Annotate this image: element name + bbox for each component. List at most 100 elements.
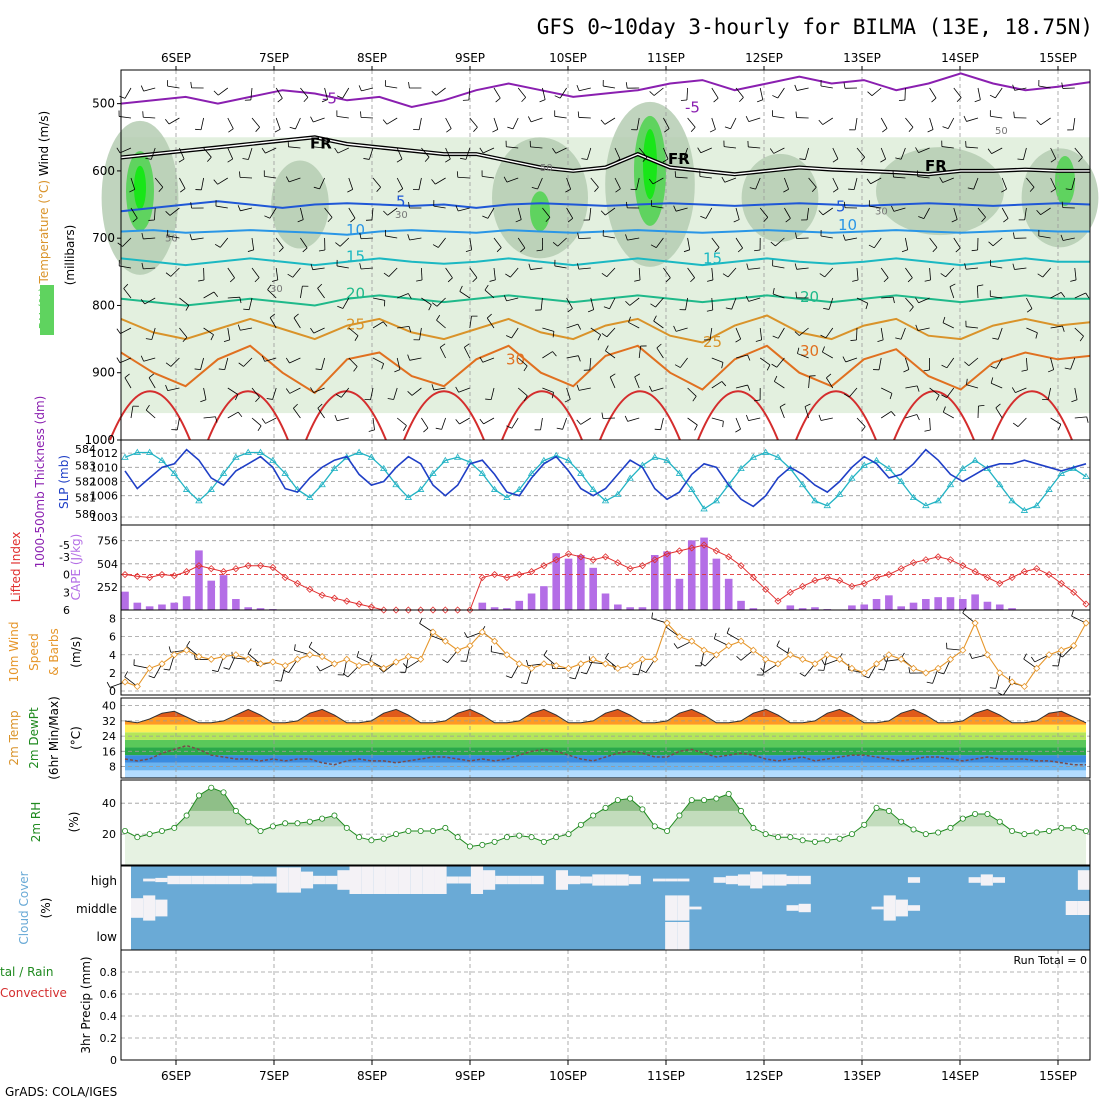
- cape-bar: [786, 605, 795, 610]
- wind-barb: [482, 357, 495, 363]
- wind-barb: [652, 177, 664, 185]
- precip-tick-label: 0.8: [100, 966, 118, 979]
- wind-barb-flag: [754, 249, 761, 252]
- wind-barb: [735, 327, 742, 340]
- thickness-marker: [761, 448, 770, 455]
- wind-barb: [726, 632, 742, 642]
- wind-barb-flag: [212, 669, 219, 672]
- slp-ylabel-text: SLP (mb): [57, 455, 71, 509]
- wind-barb: [711, 297, 714, 310]
- wind-barb: [336, 265, 349, 269]
- wind-barb-flag: [489, 279, 496, 282]
- wind-barb-flag: [552, 148, 557, 154]
- slp-tick-label: 1012: [90, 447, 118, 460]
- wind-barb-flag: [926, 681, 933, 684]
- wind-barb: [873, 237, 882, 249]
- wind-barb-flag: [1026, 308, 1033, 313]
- wind-barb-flag: [818, 414, 822, 421]
- wind-speed-marker: [663, 619, 671, 627]
- thickness-marker: [441, 456, 450, 463]
- wind-barb: [313, 387, 325, 393]
- wind-barb: [566, 297, 573, 309]
- slp-tick-label: 1010: [90, 461, 118, 474]
- wind-speed-marker: [540, 660, 548, 668]
- wind-barb: [566, 323, 579, 329]
- wind-barb: [313, 117, 325, 123]
- cloud-cell-high: [713, 877, 726, 883]
- cape-bar: [244, 607, 253, 610]
- wind-barb-flag: [860, 156, 866, 162]
- wind-barb: [917, 176, 930, 179]
- lifted-index-marker: [343, 597, 351, 605]
- thickness-marker: [749, 453, 758, 460]
- wind-barb: [853, 177, 858, 190]
- wind-barb-flag: [140, 85, 144, 92]
- wind-barb-flag: [795, 291, 797, 298]
- wind-barb: [731, 297, 737, 310]
- wind-barb-flag: [924, 429, 931, 432]
- wind-speed-marker: [528, 664, 536, 672]
- lifted-index-marker: [614, 559, 622, 567]
- wind-barb: [288, 659, 298, 673]
- wind-barb: [966, 117, 979, 122]
- wind-barb-flag: [223, 339, 230, 343]
- cape-bar: [737, 600, 745, 610]
- wind-speed-marker: [922, 669, 930, 677]
- wind-barb: [854, 117, 858, 130]
- wind-barb-flag: [353, 366, 358, 372]
- thickness-marker: [453, 453, 462, 460]
- thickness-marker: [330, 464, 339, 471]
- lifted-index-marker: [983, 573, 992, 582]
- wind-barb: [483, 417, 495, 425]
- isotherm-25: [120, 314, 1091, 344]
- wind-barb: [590, 177, 599, 188]
- wind-barb-flag: [785, 218, 791, 223]
- wind-barb: [317, 407, 325, 419]
- cloud-cell-high: [507, 875, 520, 885]
- rh-marker: [220, 789, 227, 796]
- wind-barb-flag: [576, 419, 581, 425]
- wind-speed-marker: [219, 653, 228, 661]
- wind-barb: [1062, 237, 1075, 241]
- cloud-cell-high: [580, 876, 593, 884]
- wind-speed-marker: [786, 651, 794, 659]
- cloud-cell-high: [628, 875, 641, 885]
- lifted-index-marker: [922, 556, 930, 564]
- wind-barb: [292, 267, 301, 278]
- wind-barb: [275, 267, 279, 280]
- precip-frame: [120, 949, 1091, 1061]
- wind-barb-flag: [495, 97, 501, 103]
- rh-marker: [713, 795, 720, 802]
- cape-bar: [219, 575, 228, 610]
- wind-barb: [372, 417, 375, 430]
- lifted-index-marker: [552, 556, 560, 564]
- wind-barb: [566, 207, 574, 219]
- wind-barb: [186, 646, 200, 657]
- rh-marker: [245, 818, 252, 825]
- cloud-cell-middle: [689, 906, 702, 910]
- precip-ylabel: 3hr Precip (mm): [79, 956, 93, 1053]
- rh-marker: [368, 837, 375, 844]
- wind-barb-flag: [1062, 325, 1065, 332]
- wind-barb-flag: [988, 241, 994, 247]
- rh-marker: [910, 826, 917, 833]
- wind-barb: [711, 87, 719, 99]
- wind-barb-flag: [989, 687, 996, 689]
- rh-frame: [120, 779, 1091, 866]
- wind-barb: [506, 146, 519, 149]
- lifted-index-marker: [934, 553, 942, 561]
- freezing-line-inner: [120, 136, 1090, 176]
- cape-bar: [687, 540, 696, 610]
- axis-label-part: (m/s): [69, 636, 83, 667]
- cloud-cell-high: [652, 878, 666, 882]
- lifted-index-marker: [219, 568, 228, 576]
- wind-barb-flag: [576, 384, 580, 391]
- wind-barb: [418, 177, 422, 190]
- wind-barb: [119, 357, 132, 364]
- wind-barb-flag: [707, 279, 714, 282]
- wind-barb: [589, 357, 592, 370]
- rh-marker: [158, 828, 165, 835]
- wind-barb: [1062, 645, 1074, 658]
- wind-barb-flag: [567, 218, 573, 223]
- wind-barb-flag: [145, 157, 152, 160]
